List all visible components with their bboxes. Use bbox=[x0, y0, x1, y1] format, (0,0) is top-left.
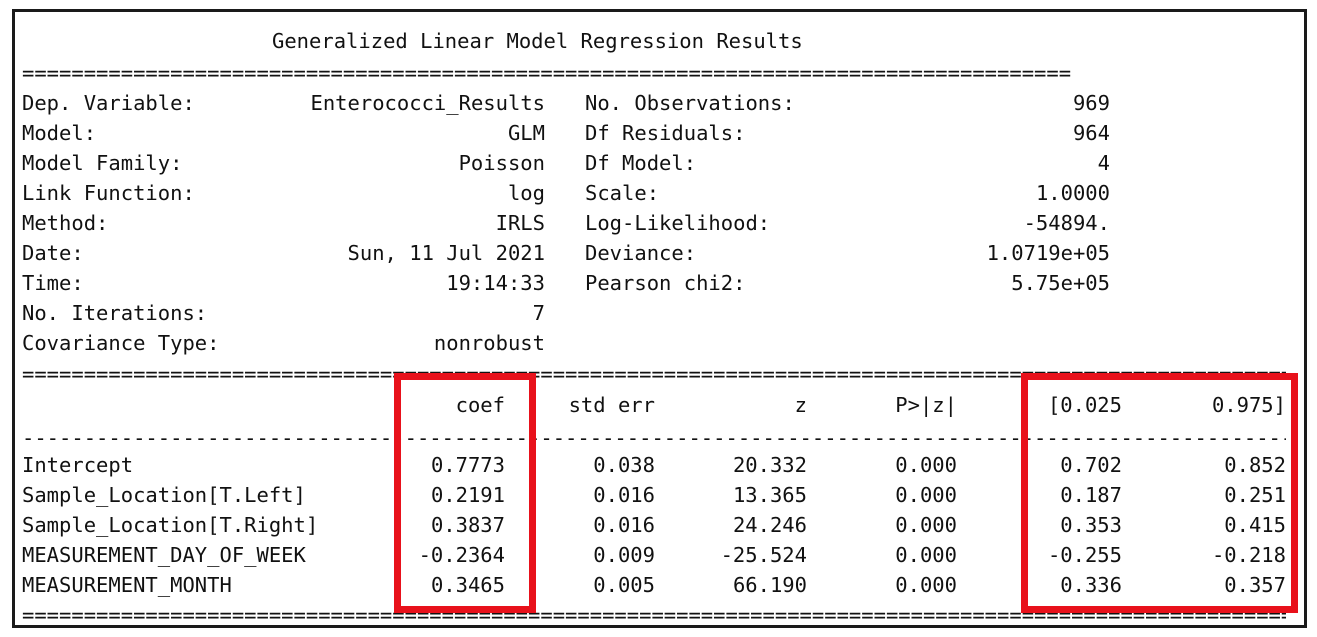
info-value: -54894. bbox=[1023, 211, 1110, 235]
table-cell: 0.353 bbox=[1060, 513, 1122, 537]
column-header: 0.975] bbox=[1211, 393, 1286, 417]
table-cell: 13.365 bbox=[732, 483, 807, 507]
info-value: Poisson bbox=[458, 151, 545, 175]
coef-column-highlight bbox=[394, 373, 536, 613]
table-cell: 0.016 bbox=[593, 513, 655, 537]
info-value: log bbox=[507, 181, 545, 205]
info-label: Df Residuals: bbox=[585, 121, 746, 145]
table-cell: 66.190 bbox=[732, 573, 807, 597]
info-label: No. Observations: bbox=[585, 91, 795, 115]
table-cell: 0.009 bbox=[593, 543, 655, 567]
row-name: MEASUREMENT_DAY_OF_WEEK bbox=[22, 543, 306, 567]
table-cell: 0.000 bbox=[895, 543, 957, 567]
table-cell: 0.3465 bbox=[430, 573, 505, 597]
info-label: Link Function: bbox=[22, 181, 195, 205]
column-header: [0.025 bbox=[1047, 393, 1122, 417]
info-value: Enterococci_Results bbox=[310, 91, 546, 115]
info-value: nonrobust bbox=[433, 331, 545, 355]
info-label: Deviance: bbox=[585, 241, 697, 265]
info-label: Date: bbox=[22, 241, 84, 265]
row-name: Sample_Location[T.Right] bbox=[22, 513, 319, 537]
row-name: MEASUREMENT_MONTH bbox=[22, 573, 232, 597]
info-value: 1.0000 bbox=[1035, 181, 1110, 205]
table-cell: -0.255 bbox=[1047, 543, 1122, 567]
table-cell: 0.000 bbox=[895, 483, 957, 507]
info-value: 964 bbox=[1072, 121, 1110, 145]
table-cell: 0.336 bbox=[1060, 573, 1122, 597]
table-cell: 0.016 bbox=[593, 483, 655, 507]
info-value: 1.0719e+05 bbox=[986, 241, 1110, 265]
info-value: 969 bbox=[1072, 91, 1110, 115]
table-cell: -0.2364 bbox=[418, 543, 505, 567]
info-value: 7 bbox=[532, 301, 545, 325]
row-name: Sample_Location[T.Left] bbox=[22, 483, 306, 507]
info-value: IRLS bbox=[495, 211, 545, 235]
table-cell: 0.702 bbox=[1060, 453, 1122, 477]
table-cell: 0.000 bbox=[895, 453, 957, 477]
info-value: 4 bbox=[1097, 151, 1110, 175]
column-header: std err bbox=[568, 393, 655, 417]
info-label: Df Model: bbox=[585, 151, 697, 175]
table-cell: 0.357 bbox=[1224, 573, 1286, 597]
table-dash-separator: ----------------------------------------… bbox=[22, 426, 1286, 450]
table-cell: 0.000 bbox=[895, 513, 957, 537]
table-cell: 0.251 bbox=[1224, 483, 1286, 507]
info-label: Method: bbox=[22, 211, 109, 235]
info-label: Dep. Variable: bbox=[22, 91, 195, 115]
table-cell: -0.218 bbox=[1211, 543, 1286, 567]
info-value: GLM bbox=[507, 121, 545, 145]
row-name: Intercept bbox=[22, 453, 134, 477]
table-cell: 0.000 bbox=[895, 573, 957, 597]
table-cell: 0.2191 bbox=[430, 483, 505, 507]
info-label: Scale: bbox=[585, 181, 660, 205]
info-label: Time: bbox=[22, 271, 84, 295]
table-cell: 0.038 bbox=[593, 453, 655, 477]
info-label: Model: bbox=[22, 121, 97, 145]
table-cell: 0.3837 bbox=[430, 513, 505, 537]
table-cell: 0.005 bbox=[593, 573, 655, 597]
column-header: z bbox=[794, 393, 807, 417]
info-value: 5.75e+05 bbox=[1011, 271, 1110, 295]
table-cell: 24.246 bbox=[732, 513, 807, 537]
table-cell: 0.7773 bbox=[430, 453, 505, 477]
info-value: 19:14:33 bbox=[446, 271, 545, 295]
table-cell: 0.415 bbox=[1224, 513, 1286, 537]
column-header: coef bbox=[455, 393, 505, 417]
info-label: Model Family: bbox=[22, 151, 183, 175]
info-label: No. Iterations: bbox=[22, 301, 208, 325]
table-cell: -25.524 bbox=[720, 543, 807, 567]
column-header: P>|z| bbox=[895, 393, 957, 417]
info-label: Pearson chi2: bbox=[585, 271, 746, 295]
table-cell: 20.332 bbox=[732, 453, 807, 477]
regression-output-panel: Generalized Linear Model Regression Resu… bbox=[12, 9, 1307, 628]
info-value: Sun, 11 Jul 2021 bbox=[347, 241, 545, 265]
table-cell: 0.852 bbox=[1224, 453, 1286, 477]
info-label: Log-Likelihood: bbox=[585, 211, 771, 235]
results-title: Generalized Linear Model Regression Resu… bbox=[272, 29, 803, 53]
table-cell: 0.187 bbox=[1060, 483, 1122, 507]
top-separator: ========================================… bbox=[22, 61, 1072, 85]
confidence-interval-highlight bbox=[1021, 373, 1298, 613]
info-label: Covariance Type: bbox=[22, 331, 220, 355]
